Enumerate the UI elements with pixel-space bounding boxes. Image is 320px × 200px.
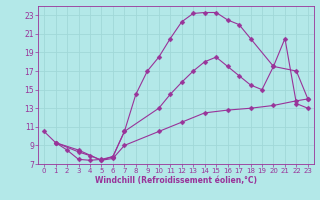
X-axis label: Windchill (Refroidissement éolien,°C): Windchill (Refroidissement éolien,°C) [95, 176, 257, 185]
